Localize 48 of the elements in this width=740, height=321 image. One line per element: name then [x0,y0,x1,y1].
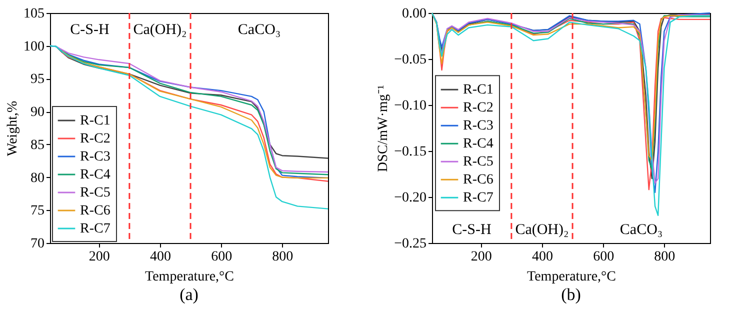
y-tick-label: 100 [24,39,44,54]
legend-label: R-C1 [463,82,494,98]
y-tick-label: 85 [30,138,44,153]
legend-label: R-C5 [463,154,494,170]
y-tick-label: −0.05 [394,52,426,68]
y-tick-label: −0.15 [394,144,426,160]
y-tick-label: 75 [30,204,44,219]
annotation: Ca(OH)₂ [133,22,187,38]
x-tick-label: 600 [593,250,614,264]
annotation: CaCO₃ [620,222,663,238]
legend-label: R-C6 [80,204,110,218]
y-tick-label: −0.25 [394,236,426,252]
y-tick-label: −0.10 [394,98,426,114]
text: (b) [561,285,581,304]
annotation: Ca(OH)₂ [515,222,569,238]
y-tick-label: 90 [30,105,44,120]
x-tick-label: 800 [654,250,676,264]
x-tick-label: 200 [88,250,110,264]
legend-label: R-C4 [80,168,110,182]
y-tick-label: 105 [24,6,44,22]
legend-label: R-C3 [80,150,110,164]
legend-label: R-C7 [463,190,494,206]
legend-label: R-C4 [463,136,494,152]
y-tick-label: 95 [30,72,44,88]
text: (a) [180,285,198,304]
x-axis-title: Temperature,°C [527,270,616,284]
legend-label: R-C2 [463,100,494,116]
annotation: CaCO₃ [238,22,281,38]
annotation: C-S-H [70,22,110,38]
legend-label: R-C2 [80,132,110,146]
x-tick-label: 600 [211,250,232,264]
legend-label: R-C3 [463,118,494,134]
legend-label: R-C1 [80,114,110,128]
y-axis-title: Weight,% [6,100,20,156]
x-tick-label: 400 [532,250,553,264]
y-tick-label: 0.00 [402,6,426,22]
x-tick-label: 800 [272,250,294,264]
y-axis-title: DSC/mW·mg⁻¹ [376,85,392,172]
x-axis-title: Temperature,°C [145,270,234,284]
x-tick-label: 200 [470,250,492,264]
legend-label: R-C7 [80,222,110,236]
y-tick-label: 70 [30,236,44,252]
y-tick-label: −0.20 [394,190,426,206]
annotation: C-S-H [452,222,492,238]
legend-label: R-C6 [463,172,494,188]
legend-label: R-C5 [80,186,110,200]
x-tick-label: 400 [150,250,171,264]
y-tick-label: 80 [30,170,44,186]
